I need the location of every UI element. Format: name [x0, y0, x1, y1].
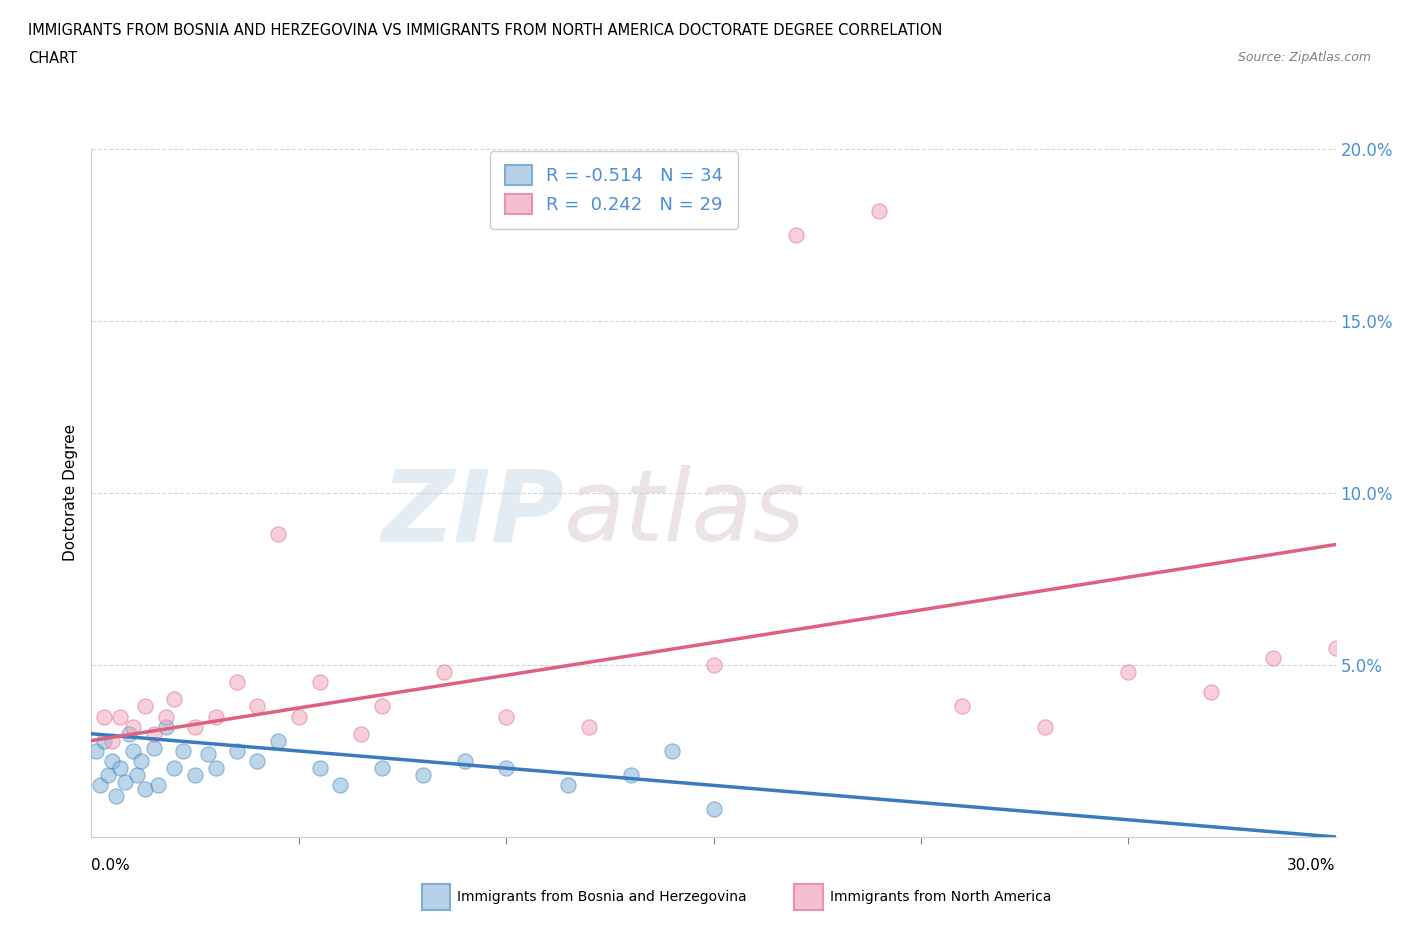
Point	[267, 526, 290, 541]
Point	[267, 733, 290, 748]
Point	[163, 692, 186, 707]
Point	[205, 761, 228, 776]
Point	[619, 767, 641, 782]
Point	[412, 767, 434, 782]
Y-axis label: Doctorate Degree: Doctorate Degree	[63, 424, 79, 562]
Point	[350, 726, 373, 741]
Point	[197, 747, 219, 762]
Point	[97, 767, 120, 782]
Point	[142, 740, 165, 755]
Point	[495, 761, 517, 776]
Point	[101, 733, 124, 748]
Text: CHART: CHART	[28, 51, 77, 66]
Point	[1118, 664, 1140, 679]
Point	[163, 761, 186, 776]
Legend: R = -0.514   N = 34, R =  0.242   N = 29: R = -0.514 N = 34, R = 0.242 N = 29	[491, 151, 738, 229]
Point	[578, 720, 600, 735]
Point	[110, 710, 132, 724]
Point	[702, 658, 725, 672]
Text: IMMIGRANTS FROM BOSNIA AND HERZEGOVINA VS IMMIGRANTS FROM NORTH AMERICA DOCTORAT: IMMIGRANTS FROM BOSNIA AND HERZEGOVINA V…	[28, 23, 942, 38]
Point	[118, 726, 141, 741]
Text: Immigrants from North America: Immigrants from North America	[830, 889, 1050, 904]
Point	[121, 720, 145, 735]
Point	[1033, 720, 1057, 735]
Point	[184, 720, 207, 735]
Point	[495, 710, 517, 724]
Point	[329, 777, 352, 792]
Point	[950, 698, 973, 713]
Point	[225, 675, 247, 690]
Point	[121, 744, 145, 759]
Text: ZIP: ZIP	[381, 465, 564, 562]
Point	[1201, 685, 1223, 700]
Point	[453, 754, 475, 769]
Point	[371, 761, 394, 776]
Point	[205, 710, 228, 724]
Point	[134, 781, 156, 796]
Point	[93, 733, 115, 748]
Point	[308, 761, 330, 776]
Text: 0.0%: 0.0%	[91, 857, 131, 872]
Point	[146, 777, 169, 792]
Point	[84, 744, 107, 759]
Point	[246, 698, 269, 713]
Point	[155, 710, 177, 724]
Point	[661, 744, 683, 759]
Text: Immigrants from Bosnia and Herzegovina: Immigrants from Bosnia and Herzegovina	[457, 889, 747, 904]
Text: 30.0%: 30.0%	[1288, 857, 1336, 872]
Point	[869, 204, 891, 219]
Point	[287, 710, 309, 724]
Point	[89, 777, 111, 792]
Point	[785, 228, 807, 243]
Point	[371, 698, 394, 713]
Point	[125, 767, 148, 782]
Point	[184, 767, 207, 782]
Text: Source: ZipAtlas.com: Source: ZipAtlas.com	[1237, 51, 1371, 64]
Point	[225, 744, 247, 759]
Point	[308, 675, 330, 690]
Point	[142, 726, 165, 741]
Point	[101, 754, 124, 769]
Point	[110, 761, 132, 776]
Point	[246, 754, 269, 769]
Point	[155, 720, 177, 735]
Point	[93, 710, 115, 724]
Point	[1324, 641, 1347, 656]
Point	[114, 775, 136, 790]
Point	[129, 754, 152, 769]
Point	[702, 802, 725, 817]
Point	[557, 777, 579, 792]
Point	[433, 664, 456, 679]
Point	[105, 789, 128, 804]
Text: atlas: atlas	[564, 465, 806, 562]
Point	[1263, 651, 1285, 666]
Point	[172, 744, 194, 759]
Point	[134, 698, 156, 713]
